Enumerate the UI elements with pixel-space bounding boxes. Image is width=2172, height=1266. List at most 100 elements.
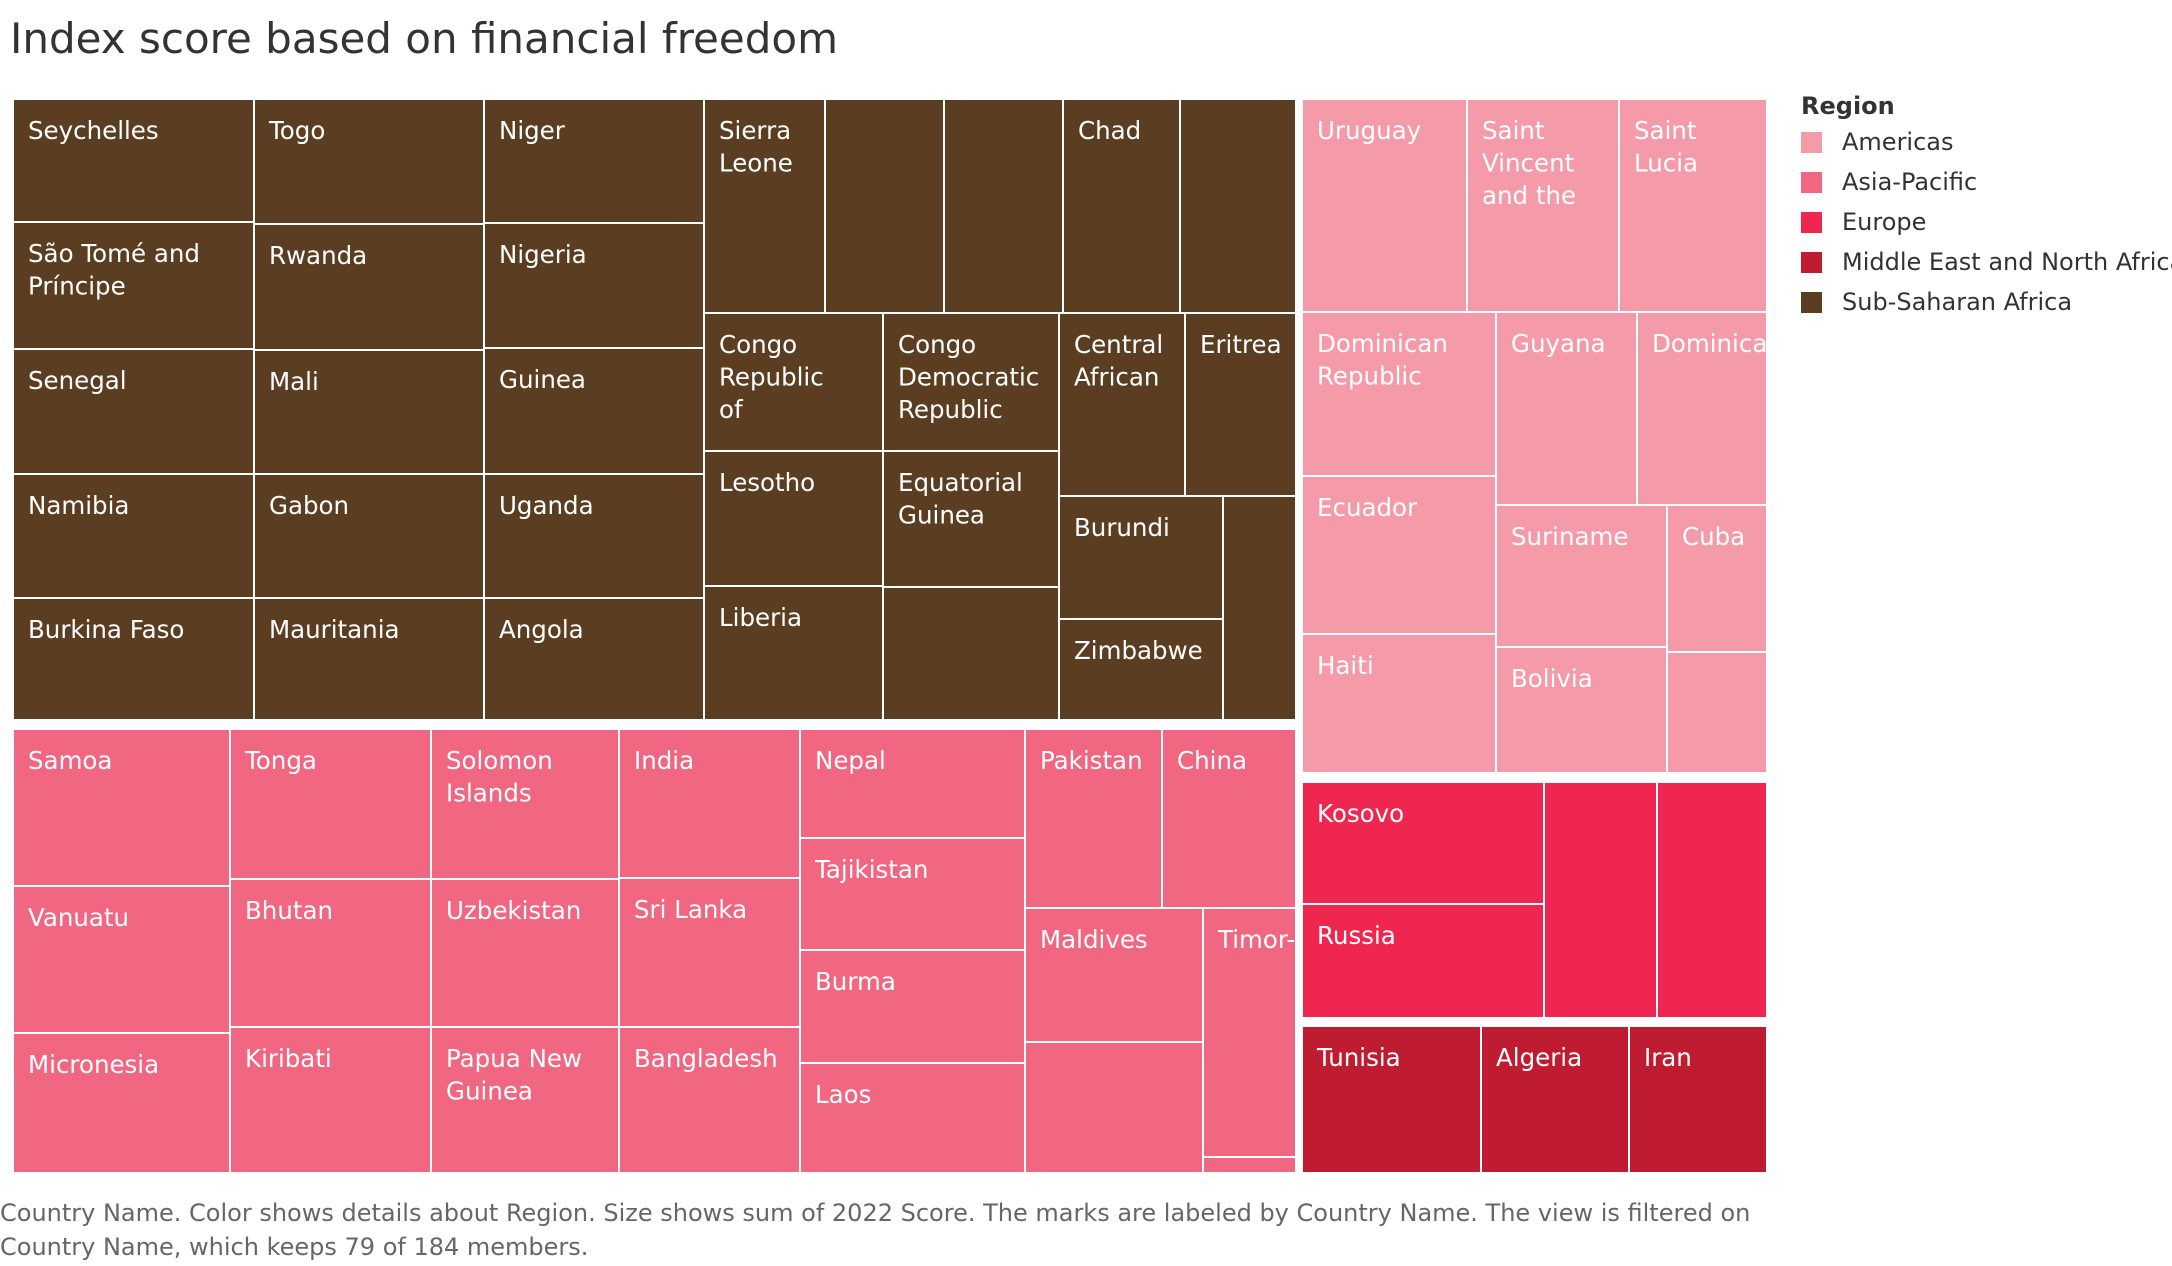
treemap-rect[interactable] bbox=[1184, 312, 1297, 497]
treemap-cell-solomon-islands[interactable]: Solomon Islands bbox=[430, 728, 620, 880]
treemap-rect[interactable] bbox=[483, 473, 705, 599]
treemap-cell-chad[interactable]: Chad bbox=[1062, 98, 1181, 314]
treemap-cell-unlabeled[interactable] bbox=[1024, 1041, 1204, 1174]
treemap-rect[interactable] bbox=[882, 312, 1060, 452]
treemap-cell-tunisia[interactable]: Tunisia bbox=[1301, 1025, 1482, 1174]
treemap-rect[interactable] bbox=[1024, 907, 1204, 1043]
treemap-rect[interactable] bbox=[882, 586, 1060, 721]
legend-item-asia-pacific[interactable]: Asia-Pacific bbox=[1801, 162, 2172, 202]
treemap-cell-unlabeled[interactable] bbox=[882, 586, 1060, 721]
treemap-cell-guyana[interactable]: Guyana bbox=[1495, 311, 1638, 506]
legend-item-sub-saharan-africa[interactable]: Sub-Saharan Africa bbox=[1801, 282, 2172, 322]
treemap-cell-guinea[interactable]: Guinea bbox=[483, 347, 705, 475]
treemap-cell-sierra-leone[interactable]: Sierra Leone bbox=[703, 98, 826, 314]
legend-item-americas[interactable]: Americas bbox=[1801, 122, 2172, 162]
treemap-rect[interactable] bbox=[1480, 1025, 1630, 1174]
treemap-cell-gabon[interactable]: Gabon bbox=[253, 473, 485, 599]
treemap-rect[interactable] bbox=[1656, 781, 1768, 1019]
treemap-rect[interactable] bbox=[618, 1026, 801, 1174]
treemap-rect[interactable] bbox=[229, 1026, 432, 1174]
treemap-cell-laos[interactable]: Laos bbox=[799, 1062, 1026, 1174]
treemap-cell-samoa[interactable]: Samoa bbox=[12, 728, 231, 887]
treemap-rect[interactable] bbox=[1058, 618, 1224, 721]
treemap-rect[interactable] bbox=[12, 885, 231, 1034]
treemap-cell-suriname[interactable]: Suriname bbox=[1495, 504, 1668, 648]
treemap-cell-algeria[interactable]: Algeria bbox=[1480, 1025, 1630, 1174]
treemap-cell-namibia[interactable]: Namibia bbox=[12, 473, 255, 599]
treemap-rect[interactable] bbox=[943, 98, 1064, 314]
treemap-cell-central-african[interactable]: Central African bbox=[1058, 312, 1186, 497]
treemap-cell-iran[interactable]: Iran bbox=[1628, 1025, 1768, 1174]
treemap-rect[interactable] bbox=[483, 222, 705, 349]
treemap-cell-uzbekistan[interactable]: Uzbekistan bbox=[430, 878, 620, 1028]
treemap-cell-tajikistan[interactable]: Tajikistan bbox=[799, 837, 1026, 951]
treemap-cell-pakistan[interactable]: Pakistan bbox=[1024, 728, 1163, 909]
treemap-rect[interactable] bbox=[1628, 1025, 1768, 1174]
treemap-cell-unlabeled[interactable] bbox=[943, 98, 1064, 314]
treemap-cell-zimbabwe[interactable]: Zimbabwe bbox=[1058, 618, 1224, 721]
treemap-cell-dominican-republic[interactable]: Dominican Republic bbox=[1301, 311, 1497, 477]
treemap-cell-congo-democratic-republic-of[interactable]: Congo Democratic Republic bbox=[882, 312, 1060, 452]
treemap-cell-unlabeled[interactable] bbox=[824, 98, 945, 314]
treemap-rect[interactable] bbox=[1495, 646, 1668, 774]
treemap-cell-burkina-faso[interactable]: Burkina Faso bbox=[12, 597, 255, 721]
treemap-cell-senegal[interactable]: Senegal bbox=[12, 348, 255, 475]
treemap-cell-kiribati[interactable]: Kiribati bbox=[229, 1026, 432, 1174]
treemap-cell-vanuatu[interactable]: Vanuatu bbox=[12, 885, 231, 1034]
treemap-rect[interactable] bbox=[1301, 475, 1497, 635]
treemap-cell-togo[interactable]: Togo bbox=[253, 98, 485, 225]
treemap-cell-tonga[interactable]: Tonga bbox=[229, 728, 432, 880]
treemap-rect[interactable] bbox=[703, 312, 884, 452]
treemap-cell-angola[interactable]: Angola bbox=[483, 597, 705, 721]
treemap-cell-uruguay[interactable]: Uruguay bbox=[1301, 98, 1468, 313]
treemap-cell-ecuador[interactable]: Ecuador bbox=[1301, 475, 1497, 635]
treemap-rect[interactable] bbox=[1301, 633, 1497, 774]
treemap-rect[interactable] bbox=[12, 728, 231, 887]
legend-item-middle-east-north-africa[interactable]: Middle East and North Africa bbox=[1801, 242, 2172, 282]
treemap-rect[interactable] bbox=[799, 1062, 1026, 1174]
treemap-rect[interactable] bbox=[483, 597, 705, 721]
treemap-cell-rwanda[interactable]: Rwanda bbox=[253, 223, 485, 351]
treemap-cell-papua-new-guinea[interactable]: Papua New Guinea bbox=[430, 1026, 620, 1174]
treemap-rect[interactable] bbox=[824, 98, 945, 314]
treemap-cell-unlabeled[interactable] bbox=[1179, 98, 1297, 314]
treemap-cell-bangladesh[interactable]: Bangladesh bbox=[618, 1026, 801, 1174]
treemap-rect[interactable] bbox=[1301, 1025, 1482, 1174]
treemap-cell-unlabeled[interactable] bbox=[1202, 1156, 1297, 1174]
treemap-rect[interactable] bbox=[483, 347, 705, 475]
treemap-cell-lesotho[interactable]: Lesotho bbox=[703, 450, 884, 587]
treemap-rect[interactable] bbox=[1024, 1041, 1204, 1174]
treemap-cell-unlabeled[interactable] bbox=[1543, 781, 1658, 1019]
treemap-rect[interactable] bbox=[430, 878, 620, 1028]
treemap-rect[interactable] bbox=[253, 349, 485, 475]
treemap-cell-seychelles[interactable]: Seychelles bbox=[12, 98, 255, 223]
treemap-rect[interactable] bbox=[1179, 98, 1297, 314]
treemap-rect[interactable] bbox=[1301, 903, 1545, 1019]
treemap-cell-china[interactable]: China bbox=[1161, 728, 1297, 909]
treemap-rect[interactable] bbox=[253, 223, 485, 351]
treemap-rect[interactable] bbox=[1202, 1156, 1297, 1174]
treemap-cell-niger[interactable]: Niger bbox=[483, 98, 705, 224]
treemap-cell-unlabeled[interactable] bbox=[1656, 781, 1768, 1019]
treemap-rect[interactable] bbox=[229, 728, 432, 880]
treemap-cell-dominica[interactable]: Dominica bbox=[1636, 311, 1768, 506]
treemap-rect[interactable] bbox=[799, 949, 1026, 1064]
treemap-cell-micronesia[interactable]: Micronesia bbox=[12, 1032, 231, 1174]
treemap-cell-cuba[interactable]: Cuba bbox=[1666, 504, 1768, 653]
treemap-cell-mauritania[interactable]: Mauritania bbox=[253, 597, 485, 721]
treemap-rect[interactable] bbox=[703, 585, 884, 721]
treemap-cell-maldives[interactable]: Maldives bbox=[1024, 907, 1204, 1043]
treemap-rect[interactable] bbox=[882, 450, 1060, 588]
treemap-cell-saint-lucia[interactable]: Saint Lucia bbox=[1618, 98, 1768, 313]
treemap-cell-india[interactable]: India bbox=[618, 728, 801, 879]
legend-item-europe[interactable]: Europe bbox=[1801, 202, 2172, 242]
treemap-rect[interactable] bbox=[12, 98, 255, 223]
treemap-cell-equatorial-guinea[interactable]: Equatorial Guinea bbox=[882, 450, 1060, 588]
treemap-rect[interactable] bbox=[12, 348, 255, 475]
treemap-rect[interactable] bbox=[1666, 651, 1768, 774]
treemap-rect[interactable] bbox=[1466, 98, 1620, 313]
treemap-cell-burma[interactable]: Burma bbox=[799, 949, 1026, 1064]
treemap-cell-saint-vincent-and-the[interactable]: Saint Vincent and the bbox=[1466, 98, 1620, 313]
treemap-cell-congo-republic-of[interactable]: Congo Republic of bbox=[703, 312, 884, 452]
treemap-cell-haiti[interactable]: Haiti bbox=[1301, 633, 1497, 774]
